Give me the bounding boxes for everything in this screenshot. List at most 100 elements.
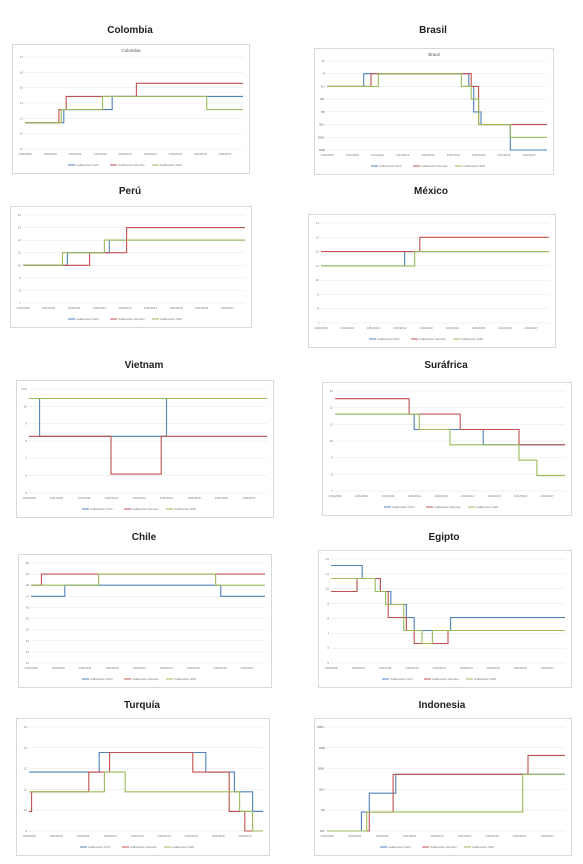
y-tick-label: 10 [330, 439, 334, 443]
chart-panel-peru: Perú 7 8 9 10 11 12 13 14 1/01/2009 1/01/2010 1/01… [8, 184, 252, 330]
legend-label: Calificación Fitch [76, 317, 99, 321]
y-tick-label: BB [321, 808, 325, 812]
x-tick-label: 1/01/2011 [381, 494, 394, 498]
chart-svg: 7 8 9 10 11 12 13 1/01/2009 1/01/2010 1/01/2011 1/… [328, 389, 565, 509]
y-tick-label: 13 [316, 235, 320, 239]
chart-title: Perú [118, 186, 142, 197]
legend-label: Calificación S&P [172, 845, 194, 849]
chart-panel-surafrica: Suráfrica 7 8 9 10 11 12 13 1/01/2009 1/01/2010 1… [320, 358, 572, 518]
x-tick-label: 1/01/2009 [22, 496, 36, 500]
x-tick-label: 1/01/2010 [49, 834, 63, 838]
series-line [23, 227, 245, 266]
x-tick-label: 1/01/2014 [447, 153, 461, 157]
y-tick-label: 7 [327, 631, 329, 635]
legend-label: Calificación S&P [174, 677, 196, 681]
series-line [31, 573, 265, 586]
series-line [331, 564, 565, 632]
series-line [331, 577, 565, 645]
y-tick-label: 10 [18, 263, 22, 267]
x-tick-label: 1/01/2013 [432, 666, 446, 670]
y-tick-label: 12 [20, 132, 24, 136]
series-line [335, 398, 565, 446]
legend-label: Calificación Moodys [421, 164, 448, 168]
x-tick-label: 1/01/2009 [324, 666, 338, 670]
x-tick-label: 1/01/2011 [76, 834, 89, 838]
x-tick-label: 1/01/2016 [514, 494, 528, 498]
x-tick-label: 1/01/2013 [419, 326, 433, 330]
x-tick-label: 1/01/2014 [461, 494, 475, 498]
chart-panel-chile: Chile 11 12 13 14 15 16 17 18 19 20 1/01/2009 1/01/… [16, 530, 272, 690]
x-tick-label: 1/01/2014 [157, 834, 171, 838]
y-tick-label: 18 [26, 583, 30, 587]
x-tick-label: 1/01/2012 [103, 834, 117, 838]
x-tick-label: 1/01/2012 [405, 666, 419, 670]
chart-svg: Colombia 11 12 13 14 15 16 17 1/01/2009 1/01/2010… [18, 48, 243, 167]
y-tick-label: 11 [18, 251, 21, 255]
x-tick-label: 1/01/2011 [371, 153, 384, 157]
x-tick-label: 1/01/2010 [355, 494, 369, 498]
legend-label: Calificación S&P [463, 164, 485, 168]
x-tick-label: 1/01/2011 [77, 496, 90, 500]
x-tick-label: 1/01/2011 [367, 326, 380, 330]
legend-label: Calificación Fitch [379, 164, 402, 168]
chart-title: Colombia [107, 25, 153, 36]
series-line [335, 413, 565, 477]
x-tick-label: 1/01/2016 [195, 306, 209, 310]
chart-title: Turquía [124, 700, 160, 711]
y-tick-label: 12 [316, 250, 320, 254]
x-tick-label: 1/01/2011 [67, 306, 80, 310]
x-tick-label: 1/01/2017 [540, 666, 554, 670]
x-tick-label: 1/01/2012 [396, 153, 410, 157]
x-tick-label: 1/01/2017 [524, 326, 538, 330]
series-line [331, 577, 565, 645]
y-tick-label: 5 [327, 661, 329, 665]
y-tick-label: 10.5 [21, 387, 27, 391]
x-tick-label: 1/01/2014 [458, 834, 472, 838]
x-tick-label: 1/01/2015 [485, 834, 499, 838]
y-tick-label: 11 [330, 422, 333, 426]
series-line [321, 236, 549, 253]
legend-label: Calificación S&P [476, 505, 498, 509]
x-tick-label: 1/01/2016 [211, 834, 225, 838]
legend-label: Calificación Moodys [430, 845, 457, 849]
legend-label: Calificación Fitch [90, 677, 113, 681]
y-tick-label: 12 [18, 238, 22, 242]
y-tick-label: 13 [330, 389, 334, 393]
legend-label: Calificación Moodys [434, 505, 461, 509]
x-tick-label: 1/01/2016 [193, 152, 207, 156]
x-tick-label: 1/01/2009 [18, 152, 32, 156]
x-tick-label: 1/01/2010 [51, 666, 65, 670]
legend-label: Calificación Moodys [132, 507, 159, 511]
x-tick-label: 1/01/2014 [459, 666, 473, 670]
plot-area: Colombia 11 12 13 14 15 16 17 1/01/2009 1/01/2010… [12, 44, 250, 174]
x-tick-label: 1/01/2014 [159, 666, 173, 670]
y-tick-label: 8 [317, 307, 319, 311]
series-line [23, 239, 245, 266]
x-tick-label: 1/01/2014 [160, 496, 174, 500]
x-tick-label: 1/01/2016 [498, 326, 512, 330]
y-tick-label: 10 [24, 808, 28, 812]
series-line [327, 773, 565, 832]
y-tick-label: 13 [18, 226, 22, 230]
legend-label: Calificación S&P [160, 163, 182, 167]
x-tick-label: 1/01/2015 [187, 496, 201, 500]
chart-title: Vietnam [124, 360, 164, 371]
chart-panel-indonesia: Indonesia BB- BB BB+ BBB- BBB BBB+ 1/01/2009 1/… [312, 698, 572, 858]
y-tick-label: 8 [331, 472, 333, 476]
x-tick-label: 1/01/2014 [143, 152, 157, 156]
series-line [29, 435, 267, 475]
x-tick-label: 1/01/2009 [314, 326, 328, 330]
x-tick-label: 1/01/2012 [105, 666, 119, 670]
y-tick-label: 9 [327, 602, 329, 606]
y-tick-label: B- [322, 59, 325, 63]
legend-label: Calificación S&P [174, 507, 196, 511]
chart-svg: 7 8 9 10 11 12 13 14 1/01/2009 1/01/2010 1/01/2011… [16, 213, 245, 321]
plot-area: 5 6 7 8 9 10 11 12 1/01/2009 1/01/2010 1/01/2011 1/… [318, 550, 572, 688]
x-tick-label: 1/01/2014 [446, 326, 460, 330]
chart-title: Suráfrica [424, 360, 468, 371]
y-tick-label: 20 [26, 561, 30, 565]
y-tick-label: BB+ [319, 787, 325, 791]
x-tick-label: 1/01/2015 [486, 666, 500, 670]
y-tick-label: 10 [316, 278, 320, 282]
y-tick-label: BB+ [319, 123, 325, 127]
